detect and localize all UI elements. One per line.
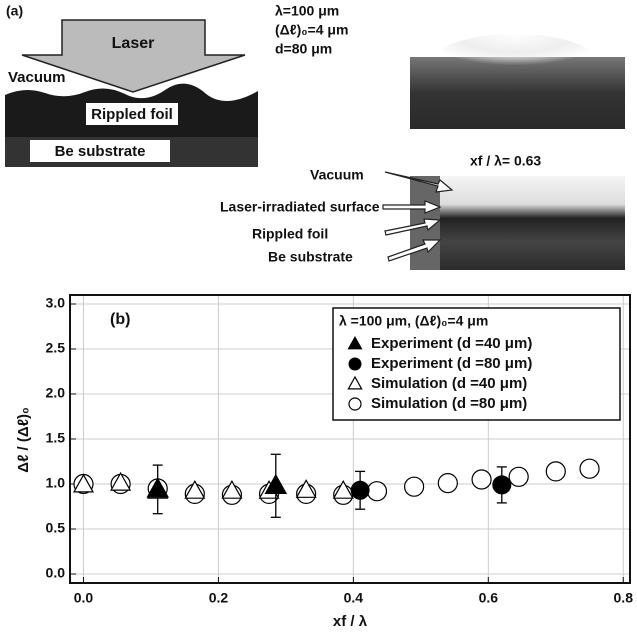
marker — [295, 479, 317, 498]
param: λ=100 μm — [275, 3, 339, 19]
label-box — [30, 140, 170, 162]
y-tick-label: 2.5 — [46, 340, 66, 356]
marker — [146, 477, 170, 498]
marker — [403, 476, 425, 497]
image-title: xf / λ= 0.63 — [470, 153, 541, 169]
x-tick-label: 0.8 — [614, 590, 634, 606]
y-tick-label: 0.0 — [46, 565, 66, 581]
panel-label: (b) — [110, 311, 130, 328]
marker — [348, 397, 362, 411]
image-label: Laser-irradiated surface — [220, 199, 380, 215]
legend-entry: Simulation (d =40 μm) — [371, 375, 527, 392]
diagram-label: Be substrate — [55, 143, 146, 160]
y-axis-label: Δℓ / (Δℓ)₀ — [15, 407, 32, 472]
marker — [348, 357, 362, 371]
laser-arrow — [21, 19, 246, 93]
marker — [350, 480, 370, 500]
marker — [492, 475, 512, 495]
param: (Δℓ)₀=4 μm — [275, 22, 348, 38]
legend-entry: Experiment (d =40 μm) — [371, 335, 532, 352]
param: d=80 μm — [275, 41, 332, 57]
marker — [347, 375, 363, 390]
y-tick-label: 2.0 — [46, 385, 66, 401]
marker — [72, 473, 95, 493]
marker — [264, 473, 288, 494]
marker — [332, 479, 354, 499]
marker — [366, 481, 388, 502]
x-tick-label: 0.4 — [344, 590, 364, 606]
laser-label: Laser — [112, 35, 155, 52]
plot-frame — [69, 294, 631, 584]
panel-label: (a) — [6, 3, 23, 19]
chart: (b) xf / λ Δℓ / (Δℓ)₀ 0.0 0.5 1.0 1.5 2.0 2.5… — [15, 294, 634, 630]
y-tick-label: 0.5 — [46, 520, 66, 536]
image — [410, 176, 625, 270]
image-label: Be substrate — [268, 249, 353, 265]
image-label: Vacuum — [310, 167, 364, 183]
marker — [471, 469, 492, 490]
legend-title: λ =100 μm, (Δℓ)₀=4 μm — [339, 313, 488, 329]
diagram-label: Vacuum — [8, 69, 66, 86]
diagram-label: Rippled foil — [91, 106, 173, 123]
marker — [545, 461, 566, 482]
marker — [508, 466, 529, 487]
marker — [184, 479, 206, 499]
x-tick-label: 0.2 — [209, 590, 229, 606]
pointer-arrows — [382, 171, 454, 262]
marker — [110, 471, 132, 491]
legend-entry: Experiment (d =80 μm) — [371, 355, 532, 372]
label-box — [86, 103, 178, 125]
y-tick-label: 3.0 — [46, 295, 66, 311]
x-tick-label: 0.6 — [479, 590, 499, 606]
image-label: Rippled foil — [252, 226, 328, 242]
marker — [437, 473, 458, 494]
x-axis-label: xf / λ — [333, 613, 368, 630]
image-highlight — [435, 34, 595, 86]
y-tick-label: 1.5 — [46, 430, 66, 446]
y-tick-label: 1.0 — [46, 475, 66, 491]
legend-entry: Simulation (d =80 μm) — [371, 395, 527, 412]
x-tick-label: 0.0 — [74, 590, 94, 606]
marker — [579, 458, 600, 479]
legend-box — [332, 307, 621, 421]
panel-a: (a) Laser λ=100 μm (Δℓ)₀=4 μm d=80 μm Va… — [5, 3, 625, 270]
marker — [347, 335, 363, 350]
marker — [221, 479, 243, 499]
